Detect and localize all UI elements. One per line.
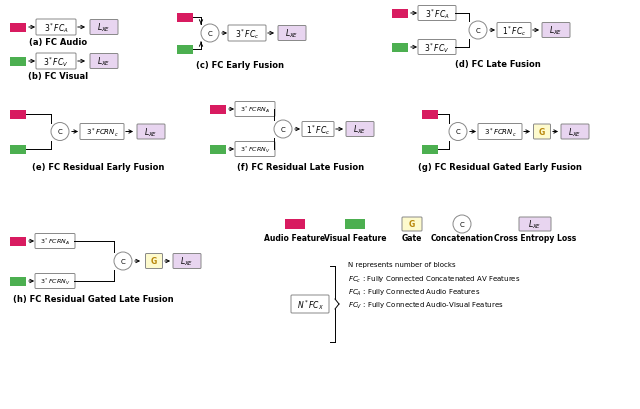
Text: G: G <box>409 220 415 229</box>
Circle shape <box>453 216 471 234</box>
FancyBboxPatch shape <box>137 125 165 139</box>
Text: C: C <box>460 221 465 227</box>
Text: $L_{XE}$: $L_{XE}$ <box>568 126 582 138</box>
FancyBboxPatch shape <box>497 23 531 38</box>
Text: $L_{XE}$: $L_{XE}$ <box>529 218 541 231</box>
FancyBboxPatch shape <box>418 7 456 21</box>
FancyBboxPatch shape <box>235 102 275 117</box>
Text: $L_{XE}$: $L_{XE}$ <box>180 255 194 267</box>
Text: N represents number of blocks: N represents number of blocks <box>348 261 456 267</box>
Bar <box>422 110 438 119</box>
Text: $L_{XE}$: $L_{XE}$ <box>97 22 111 34</box>
Circle shape <box>51 123 69 141</box>
Text: $3^*FCRN_c$: $3^*FCRN_c$ <box>86 126 118 138</box>
Text: (g) FC Residual Gated Early Fusion: (g) FC Residual Gated Early Fusion <box>418 163 582 172</box>
Bar <box>177 13 193 22</box>
FancyBboxPatch shape <box>278 27 306 41</box>
Text: $1^*FC_c$: $1^*FC_c$ <box>306 123 330 137</box>
Circle shape <box>449 123 467 141</box>
Bar <box>10 110 26 119</box>
FancyBboxPatch shape <box>346 122 374 137</box>
Text: $L_{XE}$: $L_{XE}$ <box>549 25 563 37</box>
Text: C: C <box>207 31 212 37</box>
Text: $3^*FCRN_V$: $3^*FCRN_V$ <box>40 276 70 286</box>
Text: (d) FC Late Fusion: (d) FC Late Fusion <box>455 59 541 68</box>
Circle shape <box>201 25 219 43</box>
Text: $1^*FC_c$: $1^*FC_c$ <box>502 24 526 38</box>
Text: (b) FC Visual: (b) FC Visual <box>28 72 88 81</box>
FancyBboxPatch shape <box>36 20 76 36</box>
Text: (e) FC Residual Early Fusion: (e) FC Residual Early Fusion <box>32 163 164 172</box>
FancyBboxPatch shape <box>561 125 589 139</box>
FancyBboxPatch shape <box>402 218 422 231</box>
Text: C: C <box>120 258 125 264</box>
FancyBboxPatch shape <box>302 122 334 137</box>
Text: G: G <box>539 128 545 137</box>
FancyBboxPatch shape <box>235 142 275 157</box>
Text: $3^*FC_V$: $3^*FC_V$ <box>43 55 69 69</box>
Text: C: C <box>476 28 481 34</box>
FancyBboxPatch shape <box>291 295 329 313</box>
FancyBboxPatch shape <box>542 23 570 38</box>
Text: C: C <box>280 127 285 133</box>
Text: Visual Feature: Visual Feature <box>324 234 387 243</box>
Circle shape <box>114 252 132 270</box>
Text: (c) FC Early Fusion: (c) FC Early Fusion <box>196 61 284 70</box>
FancyBboxPatch shape <box>519 218 551 231</box>
Text: $FC_A$ : Fully Connected Audio Features: $FC_A$ : Fully Connected Audio Features <box>348 287 480 297</box>
Text: $FC_V$ : Fully Connected Audio-Visual Features: $FC_V$ : Fully Connected Audio-Visual Fe… <box>348 300 504 310</box>
Circle shape <box>469 22 487 40</box>
FancyBboxPatch shape <box>418 40 456 55</box>
Text: Concatenation: Concatenation <box>431 234 493 243</box>
Bar <box>10 277 26 286</box>
Text: $L_{XE}$: $L_{XE}$ <box>145 126 157 138</box>
FancyBboxPatch shape <box>36 54 76 70</box>
Text: $3^*FC_V$: $3^*FC_V$ <box>424 41 450 55</box>
Bar <box>392 43 408 52</box>
Circle shape <box>274 121 292 139</box>
FancyBboxPatch shape <box>35 274 75 289</box>
Bar <box>10 145 26 154</box>
FancyBboxPatch shape <box>90 20 118 36</box>
Text: $3^*FC_c$: $3^*FC_c$ <box>235 27 259 41</box>
FancyBboxPatch shape <box>90 54 118 70</box>
Bar <box>345 220 365 229</box>
FancyBboxPatch shape <box>534 125 550 139</box>
Text: $3^*FCRN_V$: $3^*FCRN_V$ <box>240 144 270 155</box>
Bar <box>392 9 408 18</box>
Text: Audio Feature: Audio Feature <box>264 234 326 243</box>
Bar <box>210 105 226 114</box>
FancyBboxPatch shape <box>228 26 266 42</box>
Text: Gate: Gate <box>402 234 422 243</box>
Text: $L_{XE}$: $L_{XE}$ <box>97 56 111 68</box>
Text: $L_{XE}$: $L_{XE}$ <box>353 124 367 136</box>
Text: $3^*FCRN_A$: $3^*FCRN_A$ <box>40 236 70 247</box>
Text: $3^*FC_A$: $3^*FC_A$ <box>424 7 449 21</box>
Bar <box>177 45 193 54</box>
Text: C: C <box>456 129 460 135</box>
Bar <box>10 237 26 246</box>
Text: (a) FC Audio: (a) FC Audio <box>29 37 87 46</box>
Bar <box>285 220 305 229</box>
Text: C: C <box>58 129 62 135</box>
Text: $3^*FCRN_c$: $3^*FCRN_c$ <box>484 126 516 138</box>
Text: (f) FC Residual Late Fusion: (f) FC Residual Late Fusion <box>237 163 365 172</box>
Text: $3^*FCRN_A$: $3^*FCRN_A$ <box>240 105 270 115</box>
Text: Cross Entropy Loss: Cross Entropy Loss <box>494 234 576 243</box>
Bar <box>10 23 26 32</box>
Bar <box>422 145 438 154</box>
Bar <box>10 57 26 66</box>
FancyBboxPatch shape <box>478 124 522 140</box>
Text: $L_{XE}$: $L_{XE}$ <box>285 28 299 40</box>
Bar <box>210 145 226 154</box>
FancyBboxPatch shape <box>80 124 124 140</box>
Text: $N^*FC_X$: $N^*FC_X$ <box>296 297 323 311</box>
Text: G: G <box>151 257 157 266</box>
FancyBboxPatch shape <box>145 254 163 269</box>
Text: (h) FC Residual Gated Late Fusion: (h) FC Residual Gated Late Fusion <box>13 295 173 304</box>
Text: $3^*FC_A$: $3^*FC_A$ <box>44 21 68 35</box>
FancyBboxPatch shape <box>35 234 75 249</box>
FancyBboxPatch shape <box>173 254 201 269</box>
Text: $FC_c$ : Fully Connected Concatenated AV Features: $FC_c$ : Fully Connected Concatenated AV… <box>348 274 520 284</box>
